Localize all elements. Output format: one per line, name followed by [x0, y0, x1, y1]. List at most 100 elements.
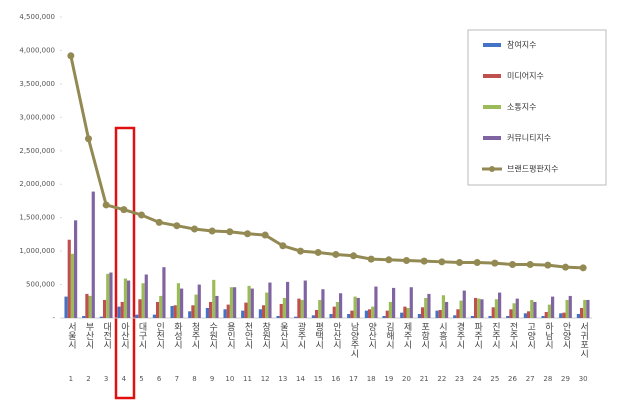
y-tick-label: 1,500,000: [19, 214, 55, 222]
rank-label: 20: [402, 375, 411, 383]
bar: [180, 288, 184, 318]
x-tick-label: 양산시: [366, 322, 376, 349]
bar: [388, 301, 393, 318]
bar: [541, 315, 545, 318]
bar: [318, 299, 322, 318]
x-tick-label: 진주시: [490, 322, 500, 349]
bar: [123, 278, 128, 318]
bar: [88, 295, 92, 318]
rank-label: 17: [349, 375, 358, 383]
bar: [261, 305, 266, 318]
bar: [152, 314, 156, 318]
x-tick-label: 안양시: [561, 322, 571, 349]
line-marker: [261, 231, 269, 239]
bar: [445, 301, 449, 318]
x-tick-label: 화성시: [172, 322, 182, 349]
y-tick-label: 3,500,000: [19, 80, 55, 88]
x-tick-label: 수원시: [207, 322, 217, 349]
bar: [347, 313, 351, 318]
line-marker: [562, 263, 569, 271]
x-tick-label: 김해시: [384, 321, 394, 349]
bar: [329, 313, 333, 318]
x-tick-label: 서귀포시: [578, 322, 588, 358]
bar: [70, 253, 75, 318]
bar: [526, 311, 531, 318]
rank-label: 26: [508, 375, 517, 383]
rank-label: 30: [579, 375, 588, 383]
bar: [173, 305, 177, 318]
x-tick-label: 평택시: [313, 322, 323, 349]
bar: [491, 307, 495, 318]
line-marker: [332, 250, 340, 258]
bar: [268, 282, 272, 318]
rank-label: 22: [437, 375, 446, 383]
rank-label: 4: [122, 375, 127, 383]
rank-label: 7: [175, 375, 179, 383]
rank-label: 10: [225, 375, 234, 383]
rank-label: 2: [86, 375, 90, 383]
bar: [364, 310, 368, 318]
line-marker: [85, 135, 92, 143]
bar: [279, 303, 283, 318]
x-tick-label: 인천시: [154, 322, 164, 349]
bar: [498, 292, 502, 318]
x-tick-label: 포항시: [419, 322, 429, 349]
bar: [244, 302, 248, 318]
bar: [427, 293, 431, 318]
x-tick-label: 하남시: [543, 322, 553, 349]
bar: [559, 313, 563, 318]
bar: [332, 306, 336, 318]
line-marker: [226, 228, 234, 236]
bar: [91, 191, 95, 318]
x-tick-label: 청주시: [190, 322, 200, 349]
bar: [417, 313, 421, 318]
bar: [480, 299, 484, 318]
bar: [205, 307, 209, 318]
rank-label: 9: [210, 375, 214, 383]
x-tick-label: 고양시: [525, 322, 535, 349]
y-tick-label: 4,500,000: [19, 13, 55, 21]
bar: [424, 297, 428, 318]
x-tick-label: 남양주시: [349, 322, 359, 358]
bar: [409, 287, 413, 318]
line-marker: [314, 248, 322, 256]
x-tick-label: 아산시: [119, 322, 129, 349]
rank-label: 15: [314, 375, 323, 383]
line-marker: [456, 258, 463, 266]
legend-label: 참여지수: [507, 40, 536, 50]
rank-label: 12: [261, 375, 270, 383]
rank-label: 3: [104, 375, 108, 383]
rank-label: 13: [278, 375, 287, 383]
bar: [194, 294, 198, 318]
bar: [191, 305, 195, 318]
y-tick-label: 500,000: [26, 281, 55, 289]
x-tick-label: 광주시: [296, 321, 306, 349]
x-tick-label: 부산시: [84, 322, 94, 349]
bar: [314, 309, 319, 318]
legend-swatch: [483, 74, 501, 78]
line-marker: [297, 247, 304, 255]
bar: [435, 310, 439, 318]
bar: [109, 272, 113, 318]
bar: [233, 287, 237, 318]
bar: [453, 315, 457, 318]
bar: [215, 295, 219, 318]
bar: [294, 316, 298, 318]
line-marker: [420, 257, 428, 265]
bar: [223, 309, 227, 318]
bar: [99, 316, 103, 318]
bar: [568, 295, 572, 318]
bar: [82, 315, 86, 318]
bar: [523, 313, 527, 318]
rank-label: 19: [384, 375, 393, 383]
bar: [300, 299, 304, 318]
bar: [335, 301, 340, 318]
bar: [367, 309, 372, 318]
bar: [247, 285, 251, 318]
bar: [282, 297, 287, 318]
bar: [135, 314, 139, 318]
bar: [120, 301, 124, 318]
bar: [371, 306, 375, 318]
bar: [583, 299, 587, 318]
